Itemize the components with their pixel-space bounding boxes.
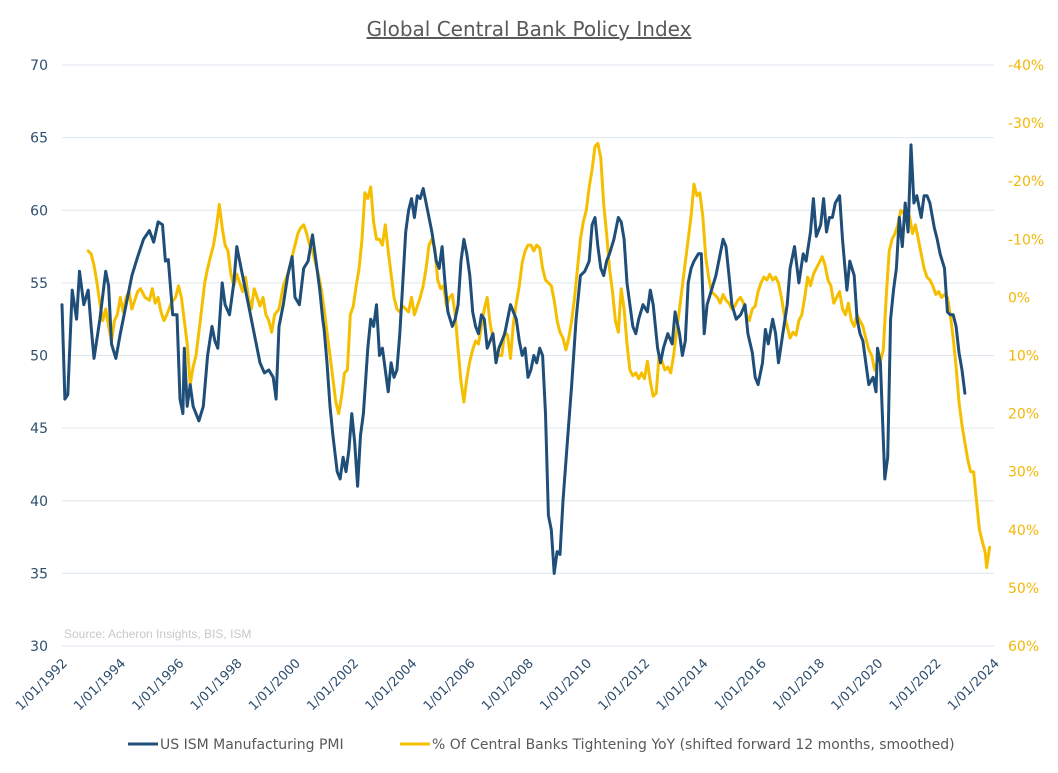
series-line-pmi bbox=[60, 143, 967, 575]
x-tick-label: 1/01/2024 bbox=[945, 656, 1003, 714]
right-tick-label: -40% bbox=[1008, 58, 1044, 74]
x-tick-label: 1/01/1992 bbox=[13, 656, 71, 714]
right-tick-label: -20% bbox=[1008, 174, 1044, 190]
x-tick-label: 1/01/1994 bbox=[71, 656, 129, 714]
legend: US ISM Manufacturing PMI % Of Central Ba… bbox=[128, 737, 955, 753]
series-lines bbox=[60, 141, 992, 575]
left-tick-label: 70 bbox=[30, 58, 48, 74]
x-tick-label: 1/01/2014 bbox=[654, 656, 712, 714]
left-axis-ticks: 70 65 60 55 50 45 40 35 30 bbox=[30, 58, 48, 655]
x-tick-label: 1/01/2022 bbox=[887, 656, 945, 714]
right-tick-label: 10% bbox=[1008, 349, 1039, 365]
x-tick-label: 1/01/2002 bbox=[304, 656, 362, 714]
x-tick-label: 1/01/2016 bbox=[712, 656, 770, 714]
right-tick-label: -30% bbox=[1008, 116, 1044, 132]
x-tick-label: 1/01/2000 bbox=[246, 656, 304, 714]
left-tick-label: 45 bbox=[30, 421, 48, 437]
right-tick-label: 20% bbox=[1008, 407, 1039, 423]
x-axis-ticks: 1/01/1992 1/01/1994 1/01/1996 1/01/1998 1/01… bbox=[13, 656, 1003, 714]
x-tick-label: 1/01/2012 bbox=[596, 656, 654, 714]
right-tick-label: 50% bbox=[1008, 581, 1039, 597]
right-tick-label: 0% bbox=[1008, 290, 1030, 306]
x-tick-label: 1/01/1998 bbox=[188, 656, 246, 714]
left-tick-label: 65 bbox=[30, 131, 48, 147]
gridlines bbox=[62, 64, 994, 647]
legend-label-tightening: % Of Central Banks Tightening YoY (shift… bbox=[432, 737, 955, 753]
left-tick-label: 50 bbox=[30, 349, 48, 365]
right-tick-label: -10% bbox=[1008, 232, 1044, 248]
chart-title: Global Central Bank Policy Index bbox=[367, 17, 692, 41]
x-tick-label: 1/01/2020 bbox=[829, 656, 887, 714]
right-tick-label: 40% bbox=[1008, 523, 1039, 539]
right-tick-label: 60% bbox=[1008, 639, 1039, 655]
x-tick-label: 1/01/2008 bbox=[479, 656, 537, 714]
legend-label-pmi: US ISM Manufacturing PMI bbox=[160, 737, 344, 753]
x-tick-label: 1/01/2018 bbox=[770, 656, 828, 714]
left-tick-label: 60 bbox=[30, 203, 48, 219]
left-tick-label: 55 bbox=[30, 276, 48, 292]
source-note: Source: Acheron Insights, BIS, ISM bbox=[64, 627, 251, 641]
x-tick-label: 1/01/1996 bbox=[130, 656, 188, 714]
left-tick-label: 40 bbox=[30, 494, 48, 510]
x-tick-label: 1/01/2006 bbox=[421, 656, 479, 714]
x-tick-label: 1/01/2010 bbox=[537, 656, 595, 714]
right-axis-ticks: -40% -30% -20% -10% 0% 10% 20% 30% 40% 50% 60% bbox=[1008, 58, 1044, 655]
left-tick-label: 30 bbox=[30, 639, 48, 655]
x-tick-label: 1/01/2004 bbox=[363, 656, 421, 714]
series-line-tightening bbox=[86, 141, 992, 570]
right-tick-label: 30% bbox=[1008, 465, 1039, 481]
left-tick-label: 35 bbox=[30, 566, 48, 582]
